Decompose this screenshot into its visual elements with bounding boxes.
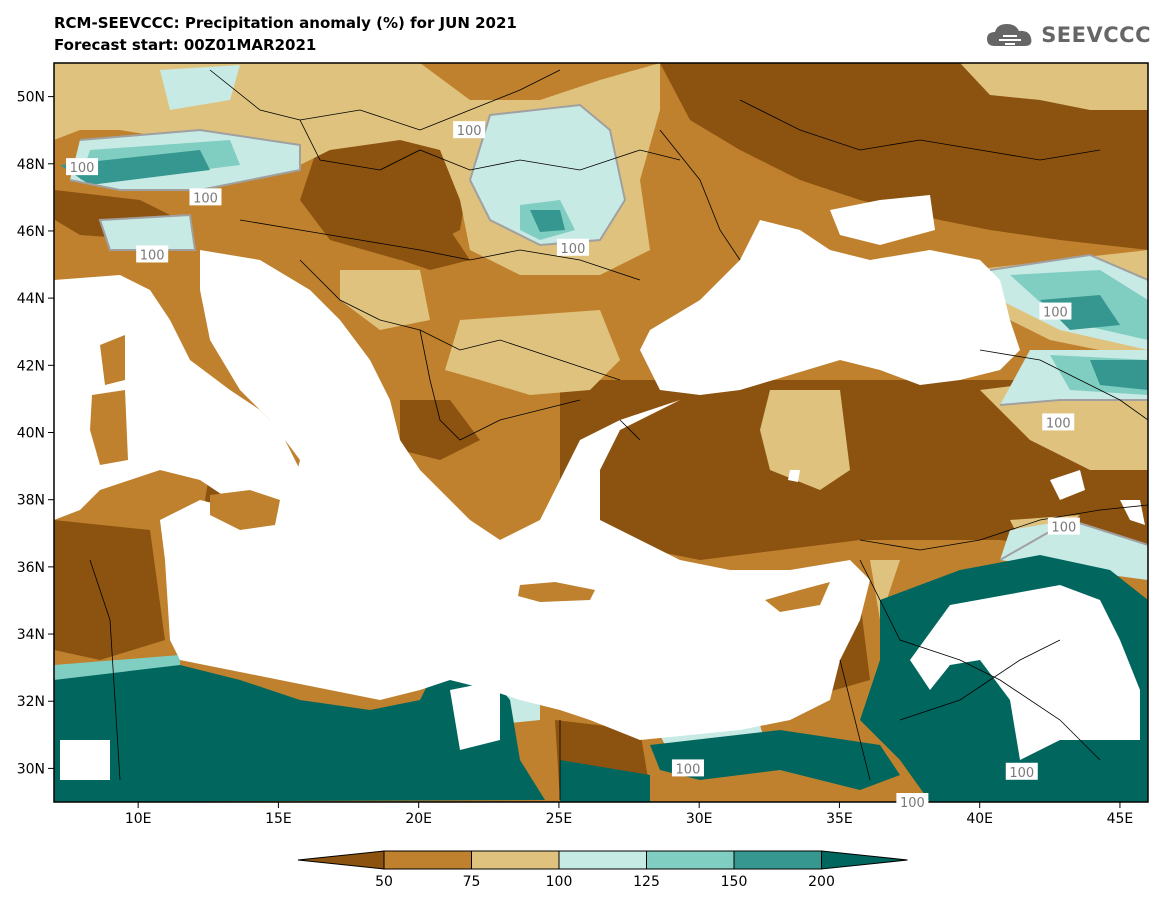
lat-tick-label: 32N: [17, 694, 45, 710]
contour-label-bg: [189, 188, 222, 206]
lon-tick-label: 10E: [125, 811, 152, 827]
colorbar-swatch: [558, 850, 647, 870]
latitude-axis: 50N 48N 46N 44N 42N 40N 38N 36N 34N 32N 30N: [17, 90, 54, 777]
contour-label: 100: [70, 161, 95, 176]
map-field: [54, 63, 1148, 802]
contour-label-bg: [66, 158, 99, 176]
colorbar-swatch: [383, 850, 472, 870]
lon-tick-label: 40E: [966, 811, 993, 827]
colorbar-low-arrow: [297, 850, 385, 870]
lat-tick-label: 38N: [17, 493, 45, 509]
colorbar-swatch: [471, 850, 560, 870]
lat-tick-label: 46N: [17, 224, 45, 240]
cloud-icon: [987, 24, 1032, 46]
country-borders: [89, 69, 1148, 800]
lat-tick-label: 42N: [17, 358, 45, 374]
contour-label-bg: [1005, 762, 1038, 780]
colorbar-level-label: 200: [808, 874, 835, 890]
contour-label: 100: [676, 762, 701, 777]
colorbar-level-label: 150: [721, 874, 748, 890]
colorbar-level-label: 50: [375, 874, 393, 890]
map-subtitle: Forecast start: 00Z01MAR2021: [54, 36, 317, 54]
islands: [90, 335, 830, 612]
colorbar-level-label: 75: [463, 874, 481, 890]
contour-label-bg: [556, 238, 589, 256]
colorbar-high-arrow: [821, 850, 908, 870]
lon-tick-label: 20E: [405, 811, 432, 827]
contour-label: 100: [1051, 521, 1076, 536]
lon-tick-label: 35E: [826, 811, 853, 827]
contour-label: 100: [457, 124, 482, 139]
title-block: RCM-SEEVCCC: Precipitation anomaly (%) f…: [54, 12, 517, 56]
lat-tick-label: 34N: [17, 627, 45, 643]
lon-tick-label: 45E: [1107, 811, 1134, 827]
contour-lines-100: [69, 103, 1148, 561]
contour-label: 100: [1009, 766, 1034, 781]
colorbar-legend: 50 75 100 125 150 200: [297, 850, 908, 890]
lat-tick-label: 40N: [17, 426, 45, 442]
contour-label: 100: [900, 796, 925, 811]
contour-label: 100: [1043, 306, 1068, 321]
colorbar-swatch: [646, 850, 735, 870]
lat-tick-label: 44N: [17, 291, 45, 307]
contour-label: 100: [193, 191, 218, 206]
contour-label-bg: [453, 121, 486, 139]
contour-labels: 100 100 100 100 100 100 100 100 100 100 100: [66, 121, 1080, 811]
contour-label-bg: [136, 245, 169, 263]
colorbar-level-label: 100: [546, 874, 573, 890]
lat-tick-label: 30N: [17, 761, 45, 777]
lat-tick-label: 50N: [17, 90, 45, 106]
seevccc-logo: SEEVCCC: [985, 20, 1151, 50]
lon-tick-label: 15E: [265, 811, 292, 827]
logo-text: SEEVCCC: [1041, 23, 1151, 47]
contour-label-bg: [1042, 413, 1075, 431]
lat-tick-label: 48N: [17, 157, 45, 173]
colorbar-swatch: [733, 850, 822, 870]
contour-label: 100: [561, 242, 586, 257]
contour-label-bg: [671, 759, 704, 777]
lon-tick-label: 25E: [546, 811, 573, 827]
lon-tick-label: 30E: [686, 811, 713, 827]
colorbar-level-label: 125: [633, 874, 660, 890]
contour-label-bg: [1039, 302, 1072, 320]
longitude-axis: 10E 15E 20E 25E 30E 35E 40E 45E: [125, 802, 1133, 827]
lat-tick-label: 36N: [17, 560, 45, 576]
contour-label-bg: [896, 793, 929, 810]
contour-label-bg: [1047, 517, 1080, 535]
contour-label: 100: [1046, 416, 1071, 431]
map-title: RCM-SEEVCCC: Precipitation anomaly (%) f…: [54, 14, 517, 32]
contour-label: 100: [140, 248, 165, 263]
